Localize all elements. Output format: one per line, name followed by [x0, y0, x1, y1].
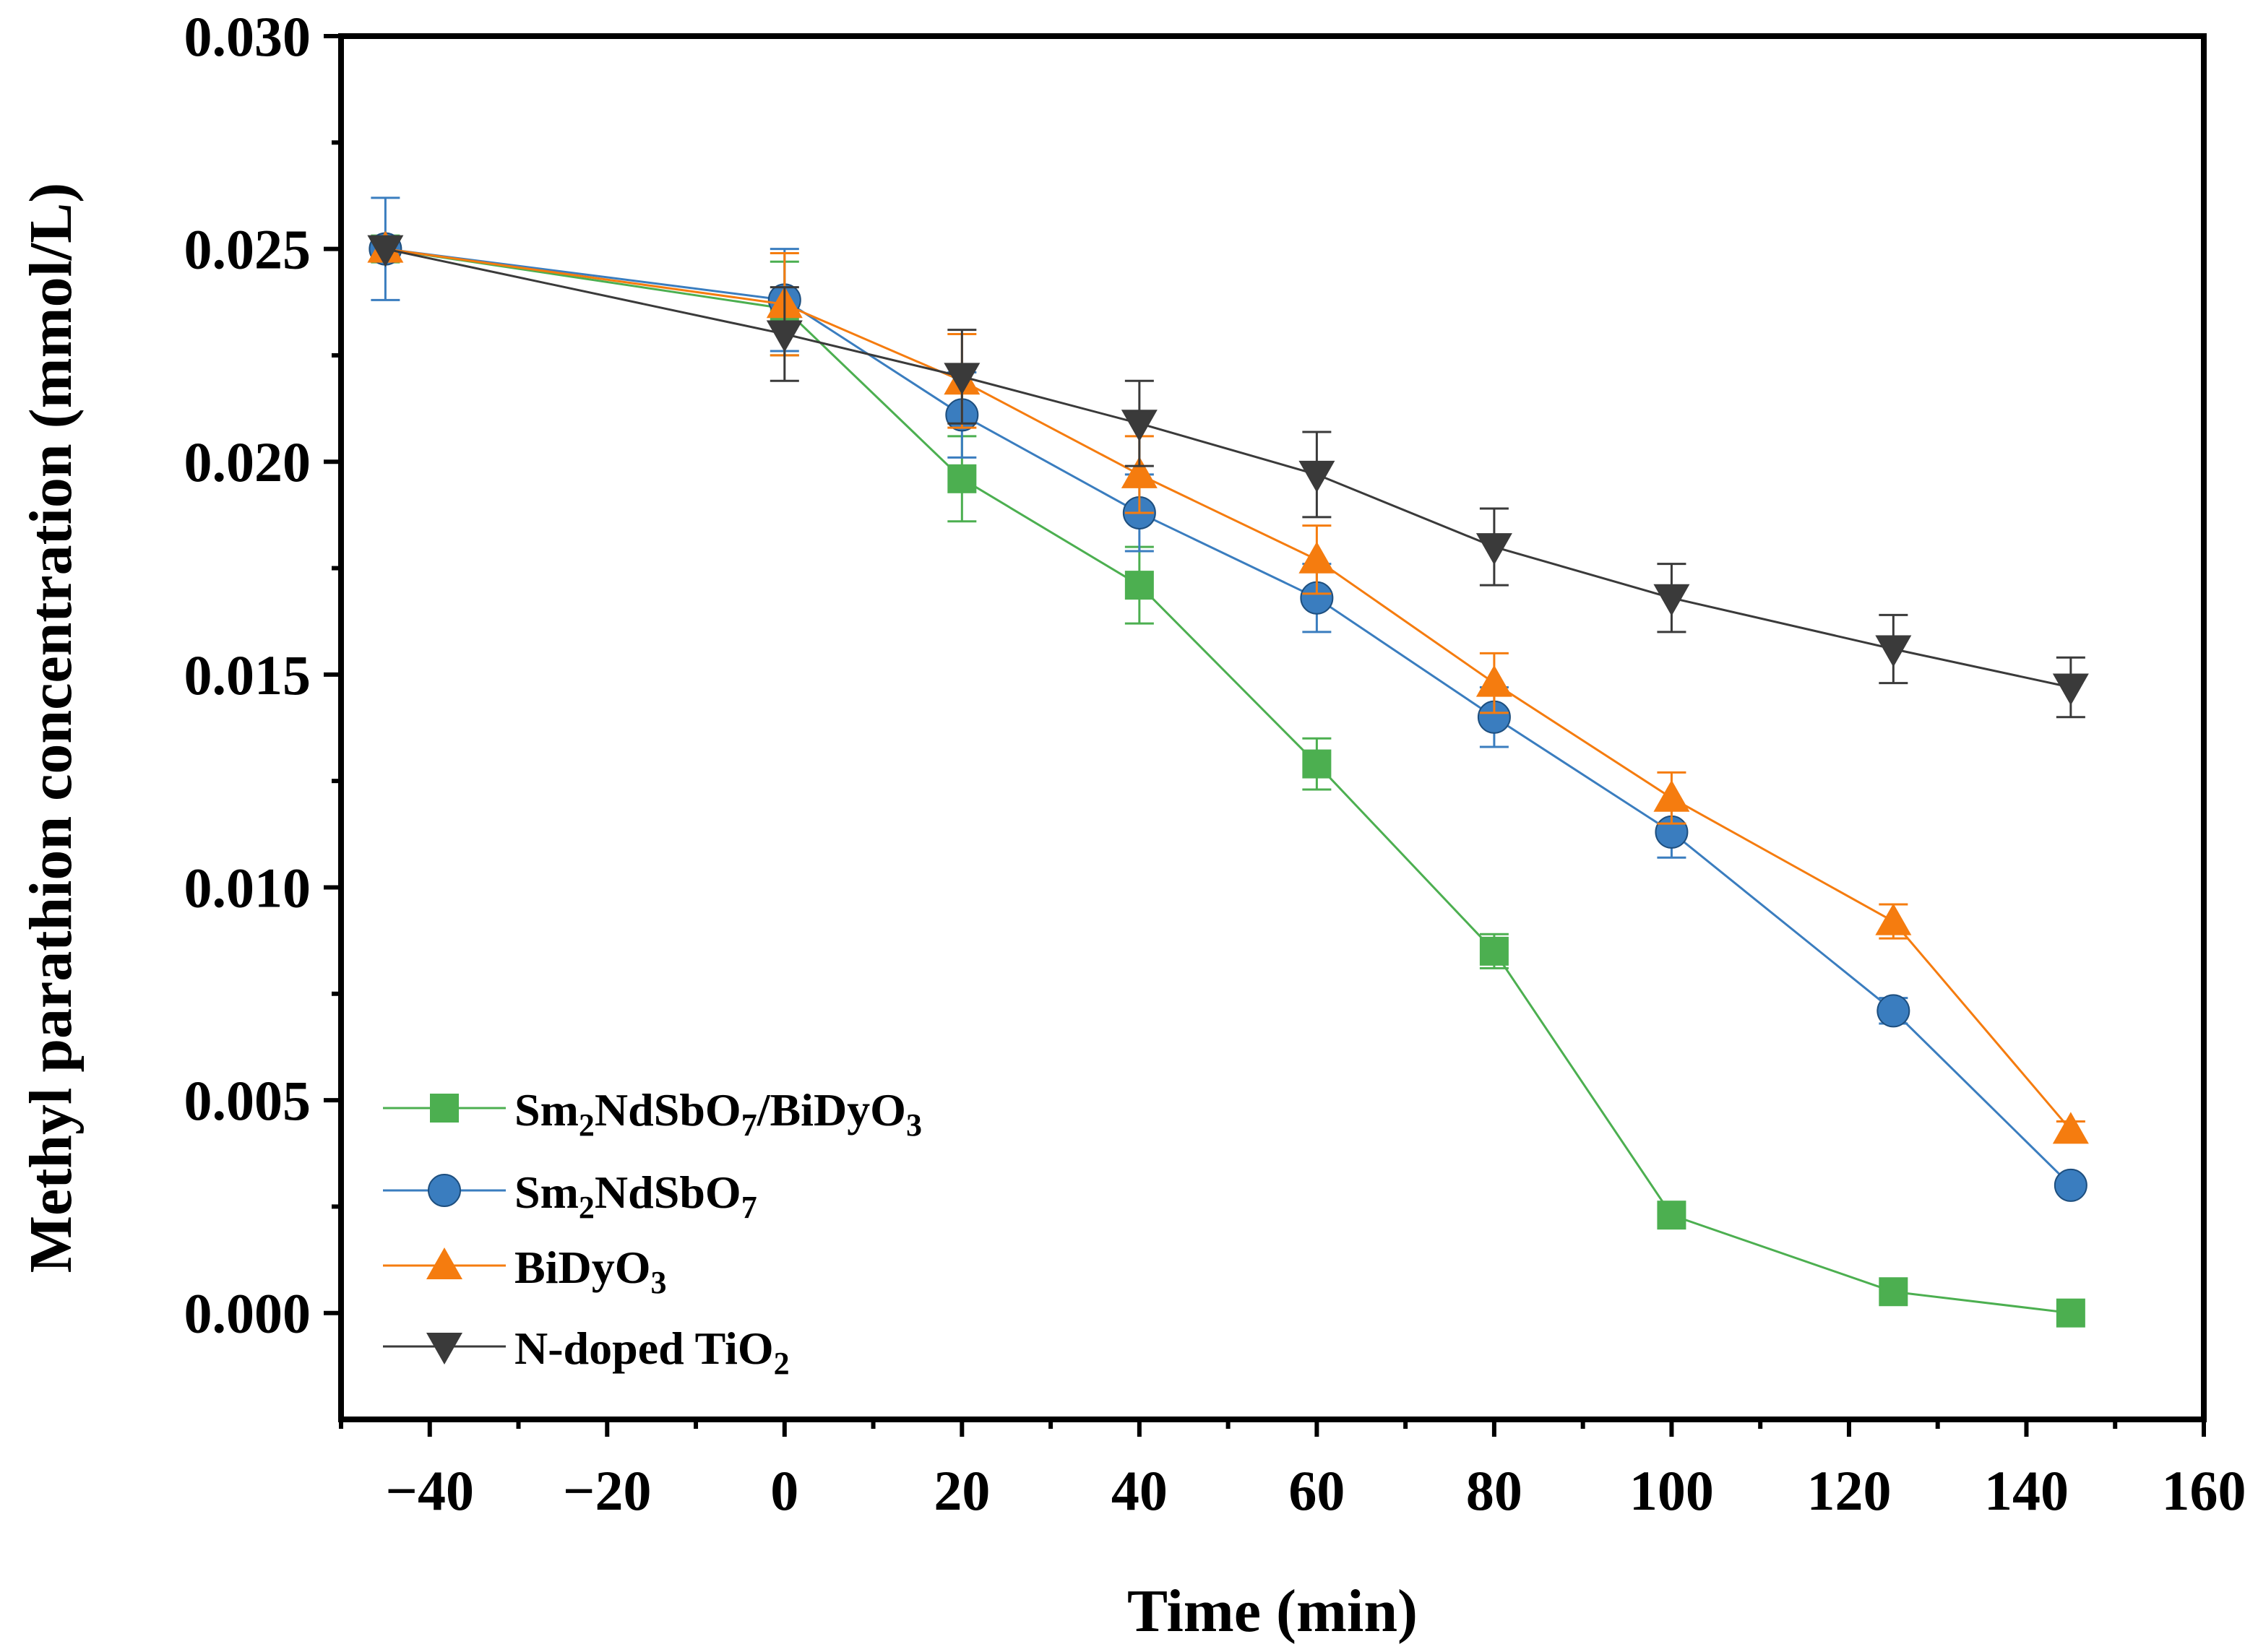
series-3 [367, 235, 2089, 719]
x-tick-label: 160 [2162, 1459, 2245, 1522]
y-axis-title: Methyl parathion concentration (mmol/L) [17, 183, 85, 1273]
x-tick-label: 120 [1806, 1459, 1891, 1522]
x-tick-label: 80 [1466, 1459, 1522, 1522]
x-tick-label: −40 [386, 1459, 474, 1522]
y-tick-label: 0.010 [184, 856, 311, 919]
legend-item: BiDyO3 [383, 1242, 666, 1300]
data-point [1475, 533, 1512, 566]
legend-marker [426, 1247, 462, 1279]
data-point [1653, 584, 1690, 616]
data-point [1298, 460, 1335, 493]
legend-item: N-doped TiO2 [383, 1323, 790, 1381]
data-point [1657, 1201, 1686, 1230]
data-point [2056, 1298, 2085, 1328]
series-line [385, 248, 2072, 1315]
data-point [1121, 410, 1158, 442]
data-point [766, 320, 803, 353]
x-tick-label: 60 [1288, 1459, 1345, 1522]
data-point [2052, 673, 2089, 706]
x-tick-label: −20 [563, 1459, 651, 1522]
data-point [1653, 779, 1690, 812]
legend-label: N-doped TiO2 [514, 1323, 790, 1381]
data-point [944, 363, 981, 395]
data-point [1875, 903, 1912, 935]
data-point [1479, 936, 1509, 966]
data-point [1124, 571, 1154, 600]
series-0 [371, 234, 2085, 1328]
plot-marks [367, 196, 2089, 1328]
data-point [367, 235, 404, 267]
x-tick-label: 20 [934, 1459, 990, 1522]
plot-frame [338, 33, 2207, 1422]
data-point [1875, 635, 1912, 667]
series-line [385, 248, 2072, 688]
legend-item: Sm2NdSbO7/BiDyO3 [383, 1084, 922, 1143]
data-point [1302, 749, 1332, 779]
x-tick-label: 140 [1984, 1459, 2069, 1522]
data-point [947, 464, 977, 493]
y-tick-label: 0.025 [184, 218, 311, 281]
y-tick-label: 0.030 [184, 5, 311, 68]
legend-label: Sm2NdSbO7/BiDyO3 [514, 1084, 922, 1143]
x-axis-title: Time (min) [1127, 1578, 1418, 1645]
y-tick-label: 0.020 [184, 431, 311, 493]
x-tick-label: 0 [770, 1459, 798, 1522]
data-point [2052, 1112, 2089, 1144]
series-2 [367, 230, 2089, 1144]
series-line [385, 248, 2072, 1186]
data-point [1879, 1277, 1908, 1307]
legend-item: Sm2NdSbO7 [383, 1167, 757, 1225]
data-point [1298, 541, 1335, 574]
axes: −40 −20 0 20 40 60 80 100 120 140 160 0.000 0.005 0.0… [184, 5, 2245, 1522]
legend-label: BiDyO3 [514, 1242, 666, 1300]
data-point [2054, 1168, 2087, 1202]
legend-marker [426, 1333, 462, 1365]
series-1 [369, 196, 2087, 1202]
y-tick-label: 0.000 [184, 1282, 311, 1345]
legend: Sm2NdSbO7/BiDyO3 Sm2NdSbO7 BiDyO3 N-doped T… [383, 1084, 922, 1381]
x-tick-label: 100 [1629, 1459, 1714, 1522]
data-point [1475, 665, 1512, 697]
data-point [1121, 456, 1158, 488]
y-tick-label: 0.015 [184, 644, 311, 706]
legend-marker [430, 1094, 459, 1123]
legend-label: Sm2NdSbO7 [514, 1167, 757, 1225]
y-tick-label: 0.005 [184, 1069, 311, 1132]
data-point [1876, 994, 1910, 1028]
series-line [385, 248, 2072, 1131]
x-tick-label: 40 [1111, 1459, 1168, 1522]
legend-marker [428, 1174, 461, 1207]
